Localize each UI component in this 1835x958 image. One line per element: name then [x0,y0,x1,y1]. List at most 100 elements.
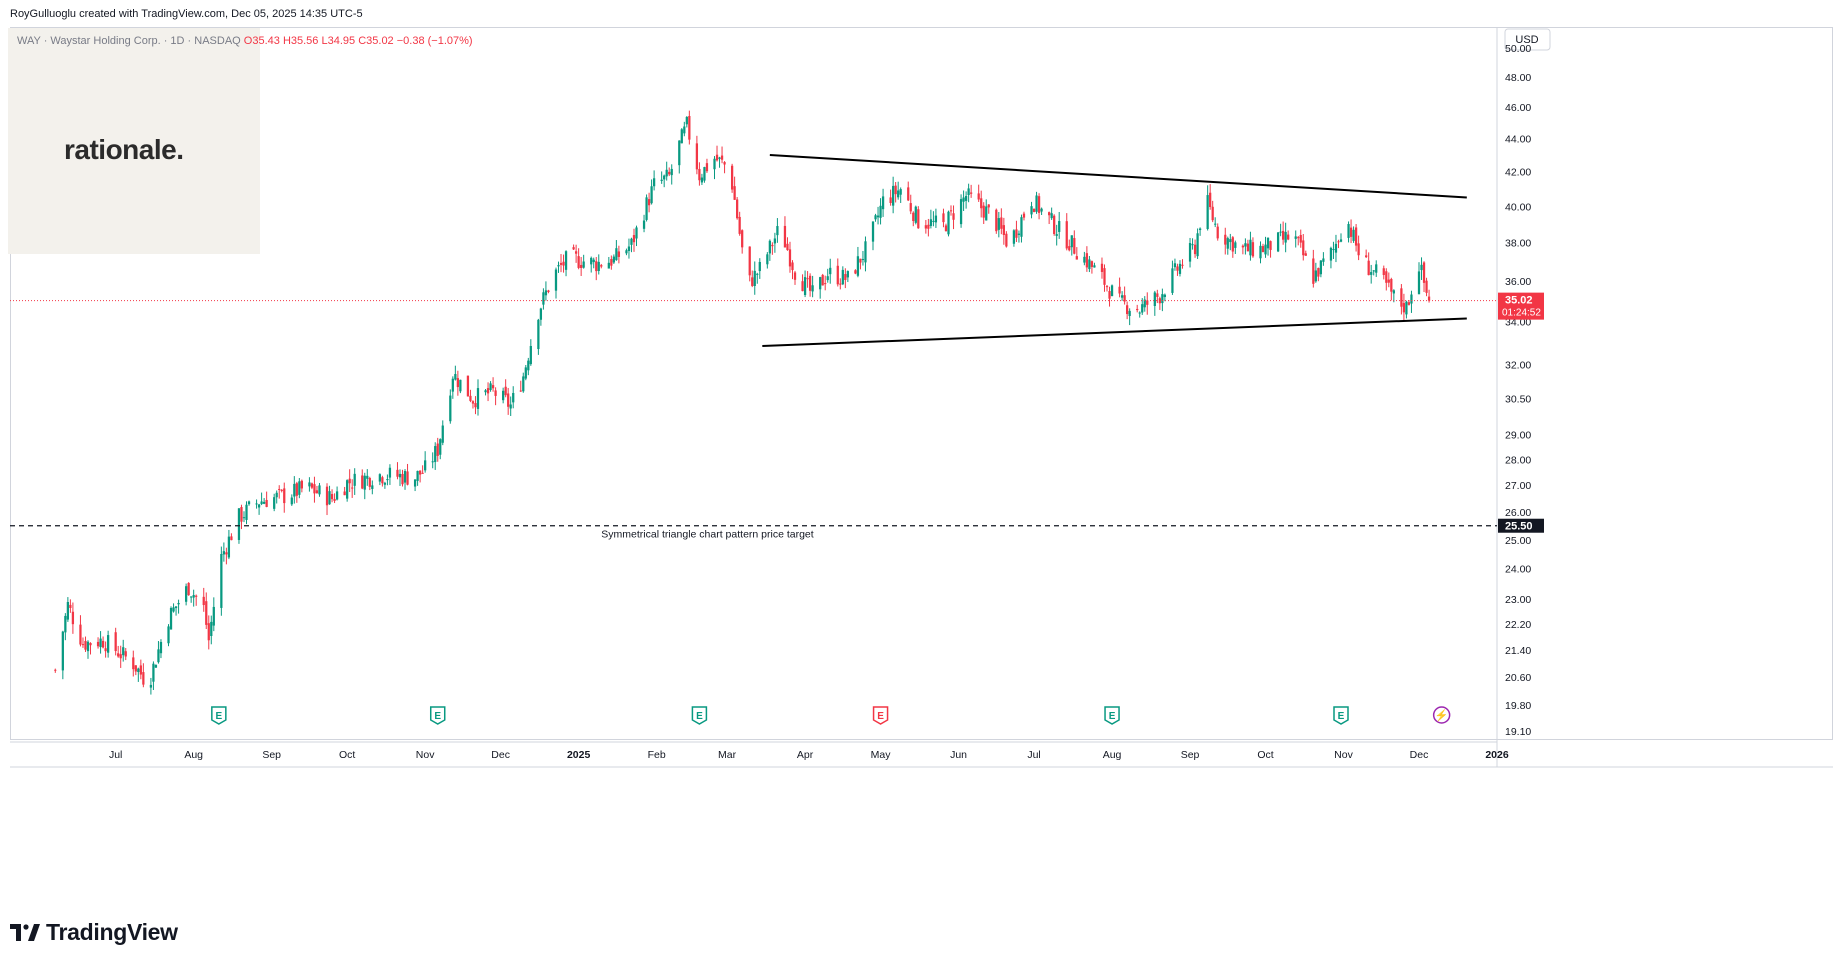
candle-body [278,488,281,490]
candle-body [290,497,293,505]
time-tick-label: Oct [339,749,355,761]
candle-body [99,638,102,648]
flash-event-badge[interactable] [1432,706,1451,724]
candle-body [1382,268,1385,276]
candle-body [680,129,683,144]
currency-label[interactable]: USD [1515,34,1538,46]
currency-selector[interactable] [1504,28,1551,51]
candle-body [559,262,563,265]
earnings-event-badge[interactable] [691,706,708,725]
candle-body [826,276,829,281]
candle-body [212,606,215,626]
candle-body [69,604,72,608]
candle-body [172,607,175,612]
candle-body [449,395,452,422]
candle-body [1209,192,1212,208]
earnings-event-icon[interactable]: E [429,706,446,725]
candle-body [861,258,865,260]
candle-body [1312,258,1315,284]
time-tick-label: Feb [648,749,666,761]
candle-body [952,213,955,220]
candle-body [325,486,329,506]
candle-body [383,482,387,485]
candle-body [1090,261,1094,267]
candle-body [378,474,381,482]
candle-body [1053,215,1056,235]
candle-body [874,215,877,220]
candle-body [507,393,510,407]
candle-body [670,168,673,176]
candle-body [262,501,266,504]
candle-body [295,483,298,496]
candle-body [1407,302,1411,305]
flash-event-icon[interactable]: ⚡ [1432,706,1451,724]
earnings-event-icon[interactable]: E [211,706,227,725]
earnings-event-icon[interactable]: E [872,706,889,725]
price-tick-label: 19.10 [1505,726,1531,738]
candle-body [101,640,105,648]
candle-body [590,257,593,265]
earnings-event-badge[interactable] [429,706,446,725]
candle-body [700,177,704,183]
price-chart[interactable]: Symmetrical triangle chart pattern price… [10,27,1833,902]
earnings-event-icon[interactable]: E [1333,706,1349,725]
candle-body [846,271,849,278]
candle-body [1367,260,1370,276]
chart-frame[interactable]: Symmetrical triangle chart pattern price… [10,27,1833,902]
candle-body [683,126,686,134]
candle-body [607,262,610,269]
tradingview-footer[interactable]: TradingView [10,919,178,946]
earnings-event-icon[interactable]: E [1104,706,1120,725]
earnings-event-badge[interactable] [1333,706,1349,725]
price-tick-label: 30.50 [1505,394,1531,406]
candle-body [1390,278,1393,292]
lower-trendline[interactable] [762,317,1467,348]
earnings-event-icon[interactable]: E [691,706,708,725]
candle-body [592,259,595,263]
earnings-event-glyph: E [1109,711,1116,722]
candle-body [1405,301,1408,315]
price-tick-label: 20.60 [1505,672,1531,684]
candle-body [1020,217,1023,237]
candle-body [793,272,797,280]
candle-body [929,219,933,226]
earnings-event-badge[interactable] [872,706,889,725]
candle-body [1022,213,1026,218]
candle-body [801,281,804,292]
candle-body [942,213,945,223]
candles [54,110,1431,695]
candle-body [192,595,195,598]
upper-trendline[interactable] [769,153,1467,199]
earnings-event-badge[interactable] [211,706,227,725]
candle-body [64,615,67,633]
tradingview-wordmark: TradingView [46,919,178,945]
candle-body [985,206,988,221]
candle-body [892,185,895,206]
candle-body [650,186,653,204]
candle-body [997,218,1000,230]
candle-body [733,186,736,200]
candle-body [1048,212,1051,216]
candle-body [773,238,777,244]
candle-body [995,209,998,232]
earnings-event-glyph: E [696,711,703,722]
price-tick-label: 36.00 [1505,276,1531,288]
earnings-event-badge[interactable] [1104,706,1120,725]
candle-body [519,390,522,392]
candle-body [977,193,980,200]
candle-body [897,190,900,198]
price-tick-label: 40.00 [1505,201,1531,213]
candle-body [255,503,258,505]
price-tick-label: 23.00 [1505,594,1531,606]
candle-body [844,274,847,280]
ohlc-close: C35.02 [358,35,394,47]
candle-body [871,221,875,242]
candle-body [1347,224,1350,238]
candle-body [524,367,527,379]
candle-body [1251,242,1255,257]
candle-body [1030,206,1033,215]
candle-body [572,247,575,250]
candle-body [1375,264,1378,273]
time-tick-label: Nov [1334,749,1353,761]
